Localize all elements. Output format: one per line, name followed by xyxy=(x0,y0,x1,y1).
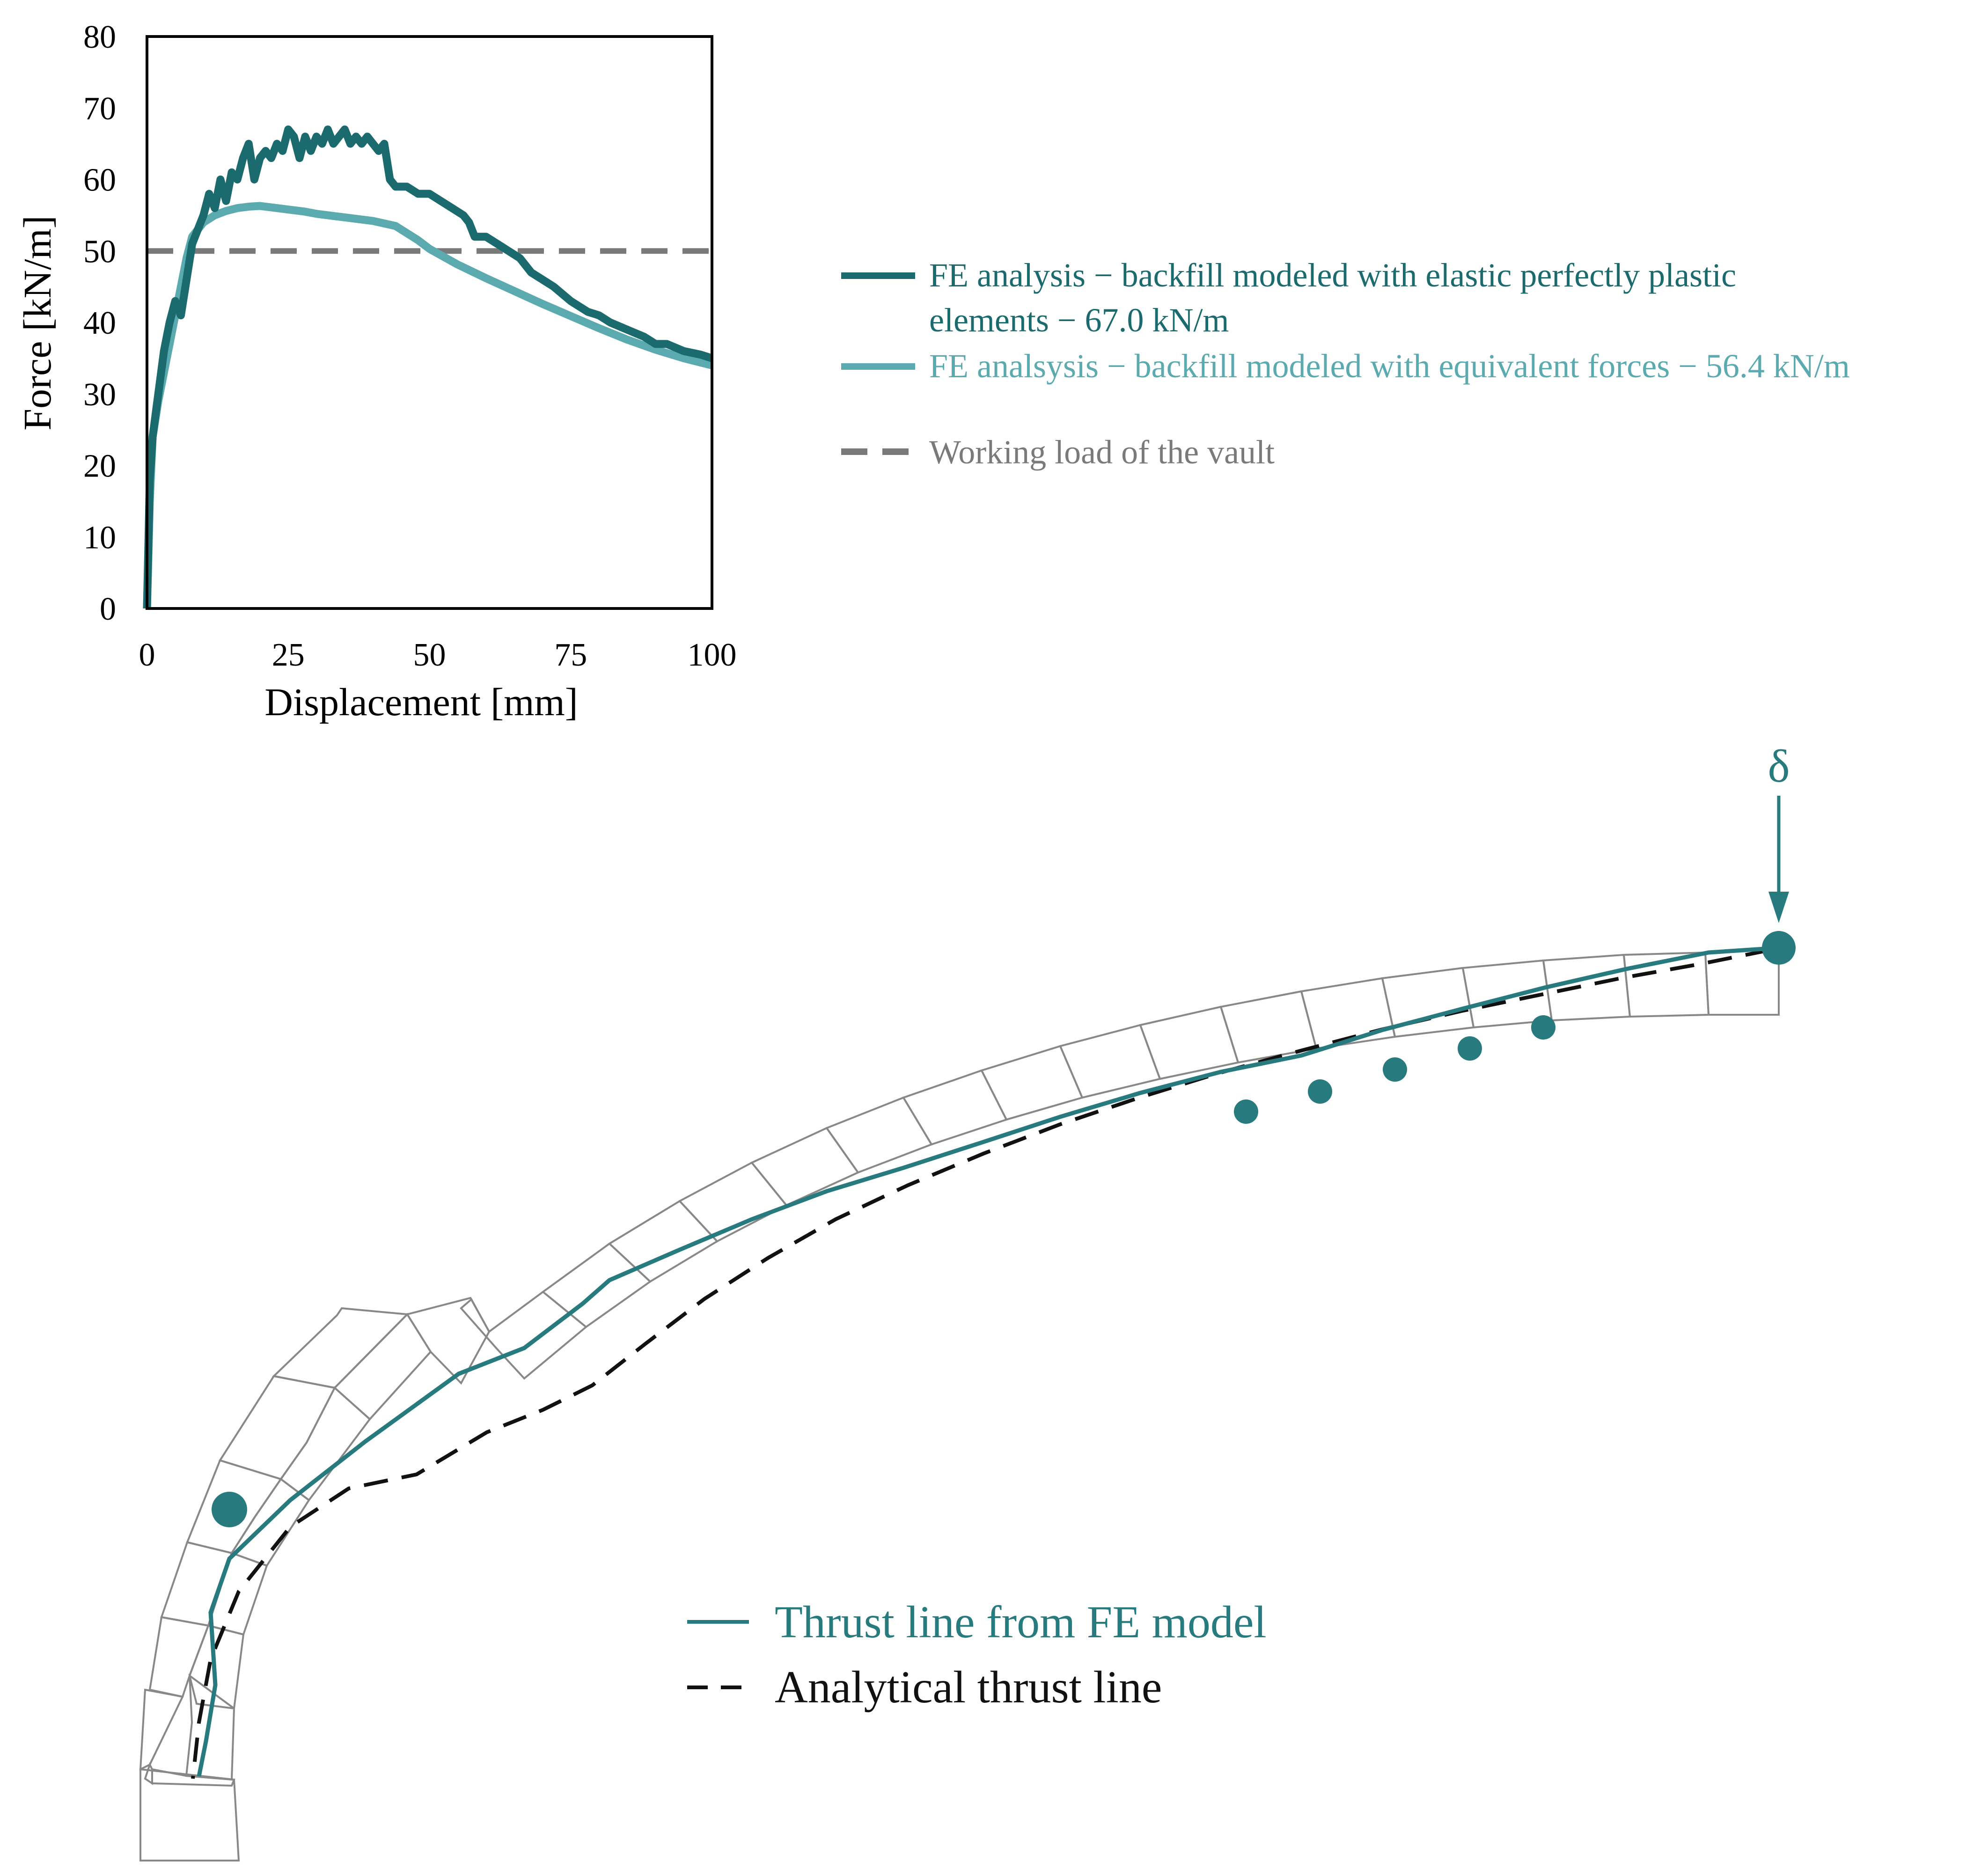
chart-legend: FE analysis − backfill modeled with elas… xyxy=(841,256,1850,471)
legend-label-fe-elastoplastic-line1: FE analysis − backfill modeled with elas… xyxy=(929,256,1736,294)
x-tick-label: 75 xyxy=(554,637,587,673)
voussoir-block xyxy=(148,1616,210,1698)
hinges xyxy=(212,931,1796,1527)
hinge-dot xyxy=(1308,1079,1332,1104)
arch-diagram: δ Thrust line from FE model Analytical t… xyxy=(139,740,1796,1861)
series-layer xyxy=(143,125,713,609)
y-tick-label: 10 xyxy=(83,520,116,556)
y-tick-label: 70 xyxy=(83,91,116,127)
x-axis-label: Displacement [mm] xyxy=(264,681,578,724)
voussoir-block xyxy=(750,1127,860,1207)
force-displacement-chart: 0 10 20 30 40 50 60 70 80 0 25 50 75 100 Force [kN/m… xyxy=(16,19,737,724)
legend-label-fe-equivalent: FE analsysis − backfill modeled with equ… xyxy=(929,347,1850,385)
hinge-dot xyxy=(1383,1057,1407,1082)
load-arrowhead xyxy=(1768,892,1789,923)
y-tick-label: 40 xyxy=(83,305,116,341)
voussoir-block xyxy=(1139,1005,1240,1080)
y-tick-label: 80 xyxy=(83,19,116,55)
y-tick-label: 20 xyxy=(83,448,116,484)
voussoir-block xyxy=(678,1161,788,1243)
voussoir-block xyxy=(825,1096,933,1174)
x-tick-label: 100 xyxy=(688,637,737,673)
y-tick-label: 50 xyxy=(83,234,116,270)
y-axis-label: Force [kN/m] xyxy=(16,215,59,431)
voussoir-block xyxy=(186,1459,283,1554)
voussoir-block xyxy=(1059,1024,1161,1099)
voussoir-blocks xyxy=(139,946,1780,1861)
plot-frame xyxy=(146,35,713,610)
fe-thrust-line xyxy=(197,945,1779,1777)
crown-hinge xyxy=(1762,931,1796,965)
legend-label-fe-elastoplastic-line2: elements − 67.0 kN/m xyxy=(929,301,1229,339)
arch-legend-label-analytical: Analytical thrust line xyxy=(775,1662,1162,1713)
analytical-thrust-line xyxy=(191,948,1770,1779)
springing-hinge xyxy=(212,1492,247,1527)
voussoir-block xyxy=(980,1045,1084,1121)
y-tick-labels: 0 10 20 30 40 50 60 70 80 xyxy=(83,19,116,627)
voussoir-block xyxy=(902,1069,1008,1146)
x-tick-labels: 0 25 50 75 100 xyxy=(139,637,737,673)
y-tick-label: 0 xyxy=(100,591,116,627)
x-tick-label: 50 xyxy=(413,637,446,673)
y-tick-label: 30 xyxy=(83,377,116,413)
voussoir-block xyxy=(144,1762,153,1785)
voussoir-block xyxy=(405,1297,491,1385)
hinge-dot xyxy=(1458,1036,1482,1061)
x-tick-label: 0 xyxy=(139,637,155,673)
x-tick-label: 25 xyxy=(272,637,305,673)
voussoir-block xyxy=(139,1688,184,1771)
voussoir-block xyxy=(1542,953,1631,1022)
voussoir-block xyxy=(271,1307,410,1389)
legend-label-working-load: Working load of the vault xyxy=(929,433,1275,471)
arch-legend-label-fe: Thrust line from FE model xyxy=(775,1597,1267,1648)
y-tick-label: 60 xyxy=(83,162,116,198)
series-fe-equivalent xyxy=(143,202,713,609)
hinge-dot xyxy=(1234,1099,1258,1124)
load-symbol-delta: δ xyxy=(1768,740,1790,792)
series-fe-elastoplastic xyxy=(143,125,713,609)
voussoir-block xyxy=(218,1375,336,1480)
voussoir-block xyxy=(541,1242,652,1328)
hinge-dot xyxy=(1531,1015,1555,1040)
voussoir-block xyxy=(139,1768,240,1861)
